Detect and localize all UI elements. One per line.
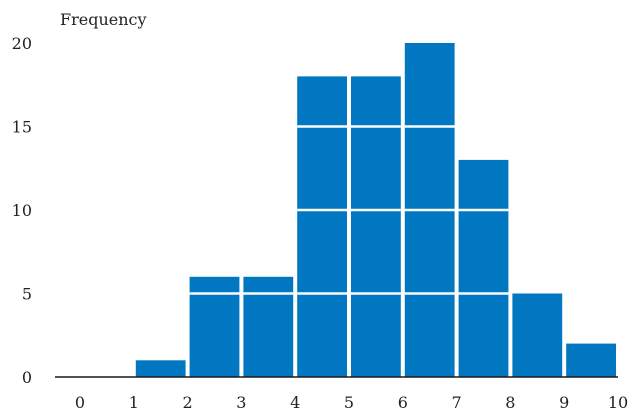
bar-3-4	[243, 276, 294, 377]
y-axis-label: Frequency	[60, 10, 147, 29]
x-tick-label-6: 6	[398, 393, 408, 412]
x-tick-label-3: 3	[236, 393, 246, 412]
x-tick-label-7: 7	[452, 393, 462, 412]
bar-4-5	[297, 76, 347, 378]
y-tick-label-10: 10	[12, 201, 32, 220]
x-tick-label-1: 1	[129, 393, 139, 412]
bar-1-2	[135, 360, 186, 377]
bar-2-3	[189, 276, 240, 377]
x-tick-label-4: 4	[290, 393, 300, 412]
y-tick-label-20: 20	[12, 34, 32, 53]
x-tick-labels: 0 1 2 3 4 5 6 7 8 9 10	[75, 393, 628, 412]
y-tick-label-0: 0	[22, 368, 32, 387]
x-tick-label-8: 8	[505, 393, 515, 412]
bar-8-9	[512, 293, 563, 377]
x-tick-label-10: 10	[608, 393, 628, 412]
y-tick-label-5: 5	[22, 285, 32, 304]
y-tick-labels: 0 5 10 15 20	[12, 34, 32, 387]
x-tick-label-5: 5	[344, 393, 354, 412]
y-tick-label-15: 15	[12, 118, 32, 137]
bar-5-6	[351, 76, 401, 378]
x-tick-label-2: 2	[183, 393, 193, 412]
bar-9-10	[566, 343, 616, 377]
bar-dividers-group	[189, 125, 509, 295]
bar-7-8	[458, 159, 509, 377]
x-tick-label-9: 9	[559, 393, 569, 412]
x-tick-label-0: 0	[75, 393, 85, 412]
bars-group	[135, 43, 616, 378]
